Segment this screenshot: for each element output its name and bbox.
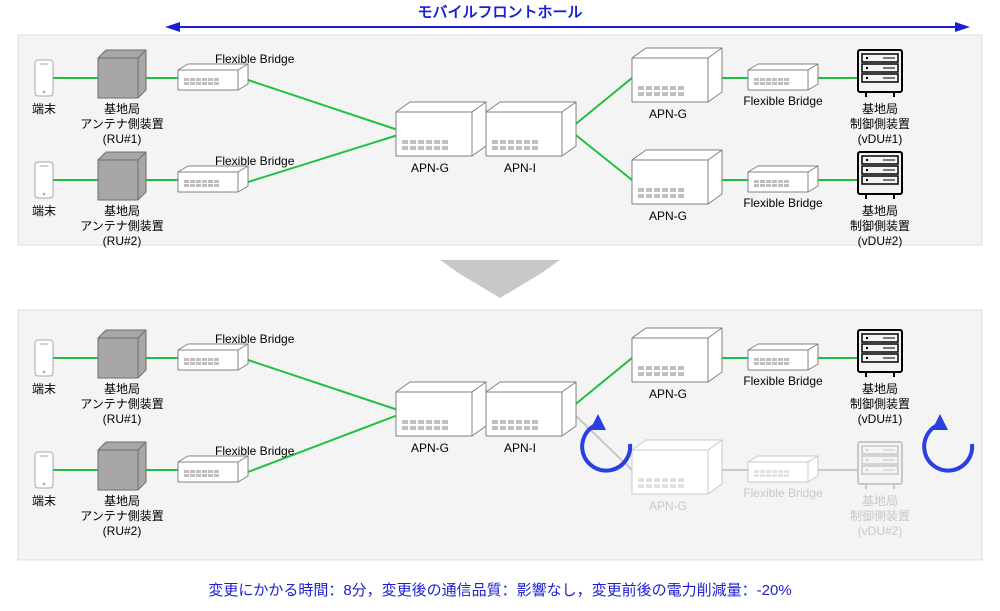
apni-center-label: APN-I — [504, 161, 536, 175]
ru1-sub: アンテナ側装置 — [80, 117, 164, 131]
apng-center-icon — [396, 102, 486, 156]
fb-r1-icon — [748, 64, 818, 90]
footer-text: 変更にかかる時間：8分，変更後の通信品質：影響なし，変更前後の電力削減量：-20… — [208, 581, 791, 599]
a-apng-c-label: APN-G — [411, 441, 449, 455]
a-vdu2-id: (vDU#2) — [858, 524, 903, 538]
apng-r2-icon — [632, 150, 722, 204]
a-ru1-sub: アンテナ側装置 — [80, 397, 164, 411]
a-ru2-title: 基地局 — [104, 494, 140, 508]
ru2-icon — [98, 152, 146, 200]
a-fb-r2-icon — [748, 456, 818, 482]
apng-center-label: APN-G — [411, 161, 449, 175]
arrowhead-left-icon — [165, 22, 180, 32]
a-fb1-icon — [178, 344, 248, 370]
a-fb-r1-icon — [748, 344, 818, 370]
fb-r2-label: Flexible Bridge — [743, 196, 823, 210]
a-terminal2-label: 端末 — [32, 494, 56, 508]
apng-r1-icon — [632, 48, 722, 102]
apng-r1-label: APN-G — [649, 107, 687, 121]
a-apng-c-icon — [396, 382, 486, 436]
terminal2-label: 端末 — [32, 204, 56, 218]
a-terminal-icon — [35, 340, 53, 376]
ru1-icon — [98, 50, 146, 98]
ru2-title: 基地局 — [104, 204, 140, 218]
fb-r2-icon — [748, 166, 818, 192]
ru2-id: (RU#2) — [103, 234, 142, 248]
vdu1-title: 基地局 — [862, 102, 898, 116]
apng-r2-label: APN-G — [649, 209, 687, 223]
vdu1-id: (vDU#1) — [858, 132, 903, 146]
a-ru1-icon — [98, 330, 146, 378]
ru1-title: 基地局 — [104, 102, 140, 116]
a-apng-r2-label: APN-G — [649, 499, 687, 513]
a-fb-r2-label: Flexible Bridge — [743, 486, 823, 500]
a-vdu2-title: 基地局 — [862, 494, 898, 508]
a-terminal2-icon — [35, 452, 53, 488]
a-apni-c-label: APN-I — [504, 441, 536, 455]
arrowhead-right-icon — [955, 22, 970, 32]
a-ru1-id: (RU#1) — [103, 412, 142, 426]
a-apng-r2-icon — [632, 440, 722, 494]
a-ru1-title: 基地局 — [104, 382, 140, 396]
vdu2-sub: 制御側装置 — [850, 218, 910, 233]
vdu2-id: (vDU#2) — [858, 234, 903, 248]
ru2-sub: アンテナ側装置 — [80, 219, 164, 233]
a-fb-r1-label: Flexible Bridge — [743, 374, 823, 388]
terminal2-icon — [35, 162, 53, 198]
a-apng-r1-label: APN-G — [649, 387, 687, 401]
a-ru2-icon — [98, 442, 146, 490]
vdu2-title: 基地局 — [862, 204, 898, 218]
a-apng-r1-icon — [632, 328, 722, 382]
a-fb2-icon — [178, 456, 248, 482]
a-vdu1-sub: 制御側装置 — [850, 396, 910, 411]
ru1-id: (RU#1) — [103, 132, 142, 146]
a-vdu1-title: 基地局 — [862, 382, 898, 396]
a-ru2-id: (RU#2) — [103, 524, 142, 538]
a-fb2-label: Flexible Bridge — [215, 444, 295, 458]
header-title: モバイルフロントホール — [417, 4, 582, 21]
transition-arrow-icon — [440, 260, 560, 298]
fb2-icon — [178, 166, 248, 192]
fb1-label: Flexible Bridge — [215, 52, 295, 66]
a-apni-c-icon — [486, 382, 576, 436]
vdu1-sub: 制御側装置 — [850, 116, 910, 131]
fb1-icon — [178, 64, 248, 90]
fb2-label: Flexible Bridge — [215, 154, 295, 168]
fb-r1-label: Flexible Bridge — [743, 94, 823, 108]
a-vdu2-sub: 制御側装置 — [850, 508, 910, 523]
a-ru2-sub: アンテナ側装置 — [80, 509, 164, 523]
apni-center-icon — [486, 102, 576, 156]
terminal-icon — [35, 60, 53, 96]
a-fb1-label: Flexible Bridge — [215, 332, 295, 346]
terminal-label: 端末 — [32, 102, 56, 116]
a-terminal-label: 端末 — [32, 382, 56, 396]
a-vdu1-id: (vDU#1) — [858, 412, 903, 426]
